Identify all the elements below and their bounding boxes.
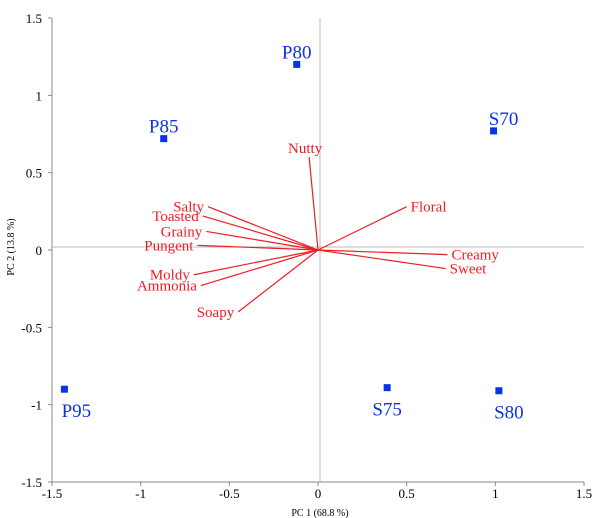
vector-label-floral: Floral <box>411 200 447 216</box>
loading-vector-creamy <box>317 249 448 256</box>
y-tick-label: -1.5 <box>21 475 42 490</box>
x-tick-label: 1.5 <box>576 486 592 501</box>
x-tick-label: -1.5 <box>42 486 63 501</box>
vector-label-moldy: Moldy <box>150 268 191 284</box>
score-point-p85 <box>160 135 168 143</box>
loading-vector-salty <box>207 206 319 251</box>
vector-label-sweet: Sweet <box>450 262 487 278</box>
y-tick-labels: 1.5 1 0.5 0 -0.5 -1 -1.5 <box>21 11 52 490</box>
x-tick-labels: -1.5 -1 -0.5 0 0.5 1 1.5 <box>42 482 592 501</box>
score-points: P80 P85 S70 P95 S75 S80 <box>60 42 524 424</box>
vector-label-grainy: Grainy <box>161 224 203 240</box>
vector-label-ammonia: Ammonia <box>137 279 197 295</box>
point-label-s80: S80 <box>494 403 524 424</box>
loading-vector-moldy <box>193 249 319 276</box>
y-tick-label: 0.5 <box>26 166 42 181</box>
score-point-s75 <box>383 384 391 392</box>
x-tick-label: 0 <box>315 486 322 501</box>
vector-label-soapy: Soapy <box>197 305 235 321</box>
score-point-s80 <box>495 387 503 395</box>
vector-label-salty: Salty <box>173 200 204 216</box>
score-point-p80 <box>293 60 301 68</box>
loading-vector-sweet <box>317 249 446 270</box>
loading-vector-ammonia <box>200 249 319 287</box>
loading-vector-soapy <box>237 249 319 313</box>
y-tick-label: -1 <box>31 398 42 413</box>
x-tick-label: -0.5 <box>219 486 240 501</box>
x-axis-title: PC 1 (68.8 %) <box>291 508 348 518</box>
loading-vector-grainy <box>206 230 319 251</box>
score-point-p95 <box>60 385 68 393</box>
y-tick-label: -0.5 <box>21 320 42 335</box>
vector-label-nutty: Nutty <box>288 141 323 157</box>
loading-vector-nutty <box>308 157 319 251</box>
x-tick-label: 0.5 <box>399 486 415 501</box>
x-tick-label: -1 <box>135 486 146 501</box>
x-tick-label: 1 <box>492 486 499 501</box>
y-tick-label: 1 <box>36 88 43 103</box>
vector-label-pungent: Pungent <box>144 238 194 254</box>
point-label-s70: S70 <box>489 109 519 130</box>
loading-vector-floral <box>317 206 407 251</box>
point-label-p85: P85 <box>149 117 179 138</box>
point-label-s75: S75 <box>372 400 402 421</box>
loading-vector-toasted <box>202 215 319 251</box>
y-tick-label: 0 <box>36 243 43 258</box>
y-axis-title: PC 2 (13.8 %) <box>6 218 17 275</box>
vector-label-toasted: Toasted <box>152 209 199 225</box>
loading-vector-pungent <box>197 244 319 251</box>
vector-label-creamy: Creamy <box>451 248 499 264</box>
point-label-p95: P95 <box>62 401 92 422</box>
point-label-p80: P80 <box>282 42 312 63</box>
y-tick-label: 1.5 <box>26 11 42 26</box>
score-point-s70 <box>490 127 498 135</box>
